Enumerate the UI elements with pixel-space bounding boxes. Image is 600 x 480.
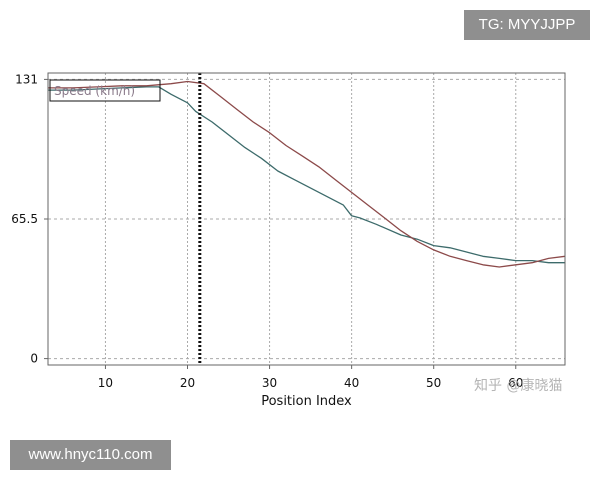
speed-series-line-1 bbox=[48, 86, 565, 264]
x-tick-label-50: 50 bbox=[426, 376, 441, 390]
zhihu-watermark: 知乎 @康晓猫 bbox=[474, 377, 562, 394]
series-layer bbox=[48, 80, 566, 268]
x-axis-title: Position Index bbox=[261, 394, 352, 409]
y-tick-label-65-5: 65.5 bbox=[11, 212, 38, 226]
legend-box bbox=[49, 79, 161, 102]
ticks-layer: 10 20 30 40 50 60 0 65.5 131 bbox=[11, 72, 523, 390]
legend-label: Speed (km/h) bbox=[54, 84, 135, 98]
tg-badge: TG: MYYJJPP bbox=[464, 10, 590, 40]
x-tick-label-60: 60 bbox=[508, 376, 523, 390]
x-tick-label-20: 20 bbox=[180, 376, 195, 390]
y-tick-label-0: 0 bbox=[30, 352, 38, 366]
speed-series-line-2 bbox=[48, 80, 566, 268]
site-url-badge: www.hnyc110.com bbox=[10, 440, 171, 470]
x-tick-label-40: 40 bbox=[344, 376, 359, 390]
y-tick-label-131: 131 bbox=[15, 72, 38, 86]
x-tick-label-10: 10 bbox=[98, 376, 113, 390]
x-tick-label-30: 30 bbox=[262, 376, 277, 390]
legend[interactable]: Speed (km/h) bbox=[49, 79, 161, 102]
grid bbox=[48, 73, 565, 365]
